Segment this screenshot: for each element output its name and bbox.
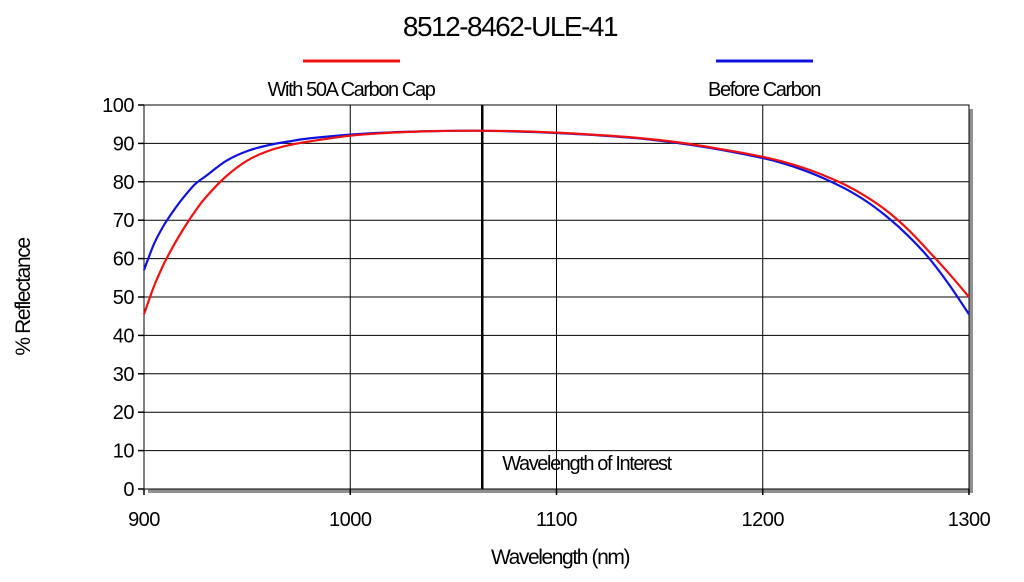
x-axis-label: Wavelength (nm) xyxy=(491,546,630,569)
series-line-with-carbon-cap xyxy=(142,129,970,315)
y-tick-label-40: 40 xyxy=(113,325,135,347)
y-tick-label-80: 80 xyxy=(113,172,135,194)
wavelength-of-interest-label: Wavelength of Interest xyxy=(502,453,672,475)
grid xyxy=(143,104,970,490)
x-tick-label-1200: 1200 xyxy=(742,509,785,531)
y-tick-label-20: 20 xyxy=(113,402,135,424)
chart-title: 8512-8462-ULE-41 xyxy=(403,11,618,42)
y-tick-label-30: 30 xyxy=(113,364,135,386)
legend-label-with-carbon: With 50A Carbon Cap xyxy=(268,79,436,101)
annotations: Wavelength of Interest xyxy=(481,105,674,489)
x-tick-label-1000: 1000 xyxy=(329,509,372,531)
y-tick-label-90: 90 xyxy=(113,133,135,155)
x-tick-label-1100: 1100 xyxy=(536,509,577,531)
legend-label-before-carbon: Before Carbon xyxy=(708,79,820,101)
y-axis-label: % Reflectance xyxy=(12,238,35,356)
y-tick-label-50: 50 xyxy=(113,287,135,309)
y-tick-label-10: 10 xyxy=(113,441,135,463)
x-tick-label-900: 900 xyxy=(128,509,160,531)
legend: With 50A Carbon Cap Before Carbon xyxy=(268,59,822,101)
x-tick-labels: 900 1000 1100 1200 1300 xyxy=(128,489,991,531)
y-tick-label-100: 100 xyxy=(102,95,134,117)
series-lines xyxy=(142,129,970,315)
y-tick-label-70: 70 xyxy=(113,210,135,232)
y-tick-label-60: 60 xyxy=(113,249,135,271)
y-tick-labels: 0 10 20 30 40 50 60 70 80 90 100 xyxy=(102,95,144,501)
x-tick-label-1300: 1300 xyxy=(948,509,991,531)
y-tick-label-0: 0 xyxy=(123,479,134,501)
